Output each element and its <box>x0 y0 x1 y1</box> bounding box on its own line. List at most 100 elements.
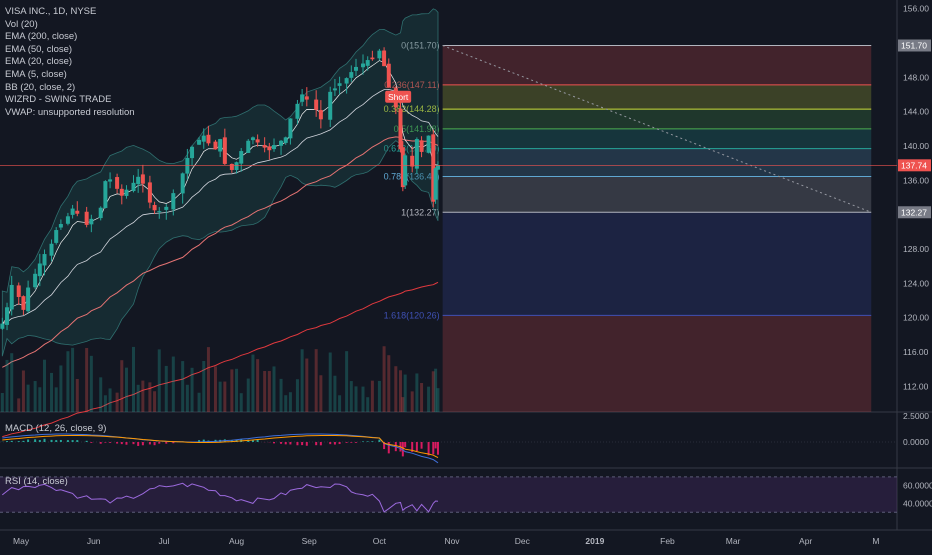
volume-bar <box>289 392 292 412</box>
candle-body <box>185 158 189 174</box>
macd-hist-bar <box>301 442 303 445</box>
candle-body <box>415 139 419 169</box>
candle-body <box>202 136 206 142</box>
candle-body <box>108 179 112 181</box>
volume-bar <box>247 379 250 412</box>
legend-ema200[interactable]: EMA (200, close) <box>5 31 135 44</box>
volume-bar <box>109 388 112 412</box>
fib-zone <box>443 85 872 109</box>
candle-body <box>235 162 239 170</box>
legend-ema20[interactable]: EMA (20, close) <box>5 56 135 69</box>
macd-hist-bar <box>116 442 118 444</box>
legend-vwap[interactable]: VWAP: unsupported resolution <box>5 107 135 120</box>
macd-hist-bar <box>165 442 167 444</box>
macd-hist-bar <box>55 440 57 442</box>
candle-body <box>382 50 386 66</box>
candle-body <box>420 140 424 152</box>
macd-hist-bar <box>289 442 291 444</box>
macd-hist-bar <box>172 442 174 443</box>
volume-bar <box>120 360 123 412</box>
macd-hist-bar <box>121 442 123 444</box>
volume-bar <box>319 375 322 412</box>
fib-zone <box>443 45 872 84</box>
macd-hist-bar <box>132 442 134 444</box>
candle-body <box>206 135 210 144</box>
candle-body <box>410 156 414 167</box>
macd-hist-bar <box>86 441 88 442</box>
volume-bar <box>415 373 418 412</box>
macd-hist-bar <box>320 442 322 445</box>
price-tick-label: 144.00 <box>903 107 929 117</box>
price-tick-label: 124.00 <box>903 278 929 288</box>
candle-body <box>349 72 353 78</box>
candle-body <box>131 183 135 191</box>
volume-bar <box>301 349 304 412</box>
macd-hist-bar <box>315 442 317 445</box>
macd-hist-bar <box>435 442 437 448</box>
candle-body <box>284 137 288 143</box>
volume-bar <box>148 382 151 412</box>
legend-ema50[interactable]: EMA (50, close) <box>5 44 135 57</box>
legend-bb[interactable]: BB (20, close, 2) <box>5 82 135 95</box>
volume-bar <box>436 388 439 412</box>
macd-hist-bar <box>104 442 106 443</box>
candle-body <box>403 155 407 185</box>
rsi-label[interactable]: RSI (14, close) <box>5 476 68 487</box>
volume-bar <box>284 395 287 412</box>
volume-bar <box>329 352 332 412</box>
volume-bar <box>104 395 107 412</box>
volume-bar <box>158 349 161 412</box>
macd-hist-bar <box>378 440 380 442</box>
time-tick-label: Nov <box>444 536 460 546</box>
candle-body <box>54 230 58 243</box>
volume-bar <box>50 373 53 412</box>
candle-body <box>197 140 201 145</box>
volume-bar <box>34 381 37 412</box>
candle-body <box>141 174 145 183</box>
candle-body <box>120 189 124 196</box>
price-tick-label: 116.00 <box>903 347 929 357</box>
macd-hist-bar <box>257 440 259 442</box>
legend-wizrd[interactable]: WIZRD - SWING TRADE <box>5 94 135 107</box>
macd-hist-bar <box>11 441 13 442</box>
macd-hist-bar <box>334 442 336 445</box>
candle-body <box>267 146 271 150</box>
macd-hist-bar <box>437 442 439 455</box>
time-tick-label: Sep <box>302 536 317 546</box>
volume-bar <box>214 366 217 412</box>
candle-body <box>333 88 337 90</box>
rsi-tick-label: 40.0000 <box>903 498 932 508</box>
volume-bar <box>219 382 222 412</box>
legend-volume[interactable]: Vol (20) <box>5 19 135 32</box>
macd-label[interactable]: MACD (12, 26, close, 9) <box>5 423 106 434</box>
candle-body <box>136 177 140 184</box>
candle-body <box>148 182 152 202</box>
macd-hist-bar <box>67 440 69 442</box>
volume-bar <box>55 387 58 412</box>
macd-hist-bar <box>306 442 308 446</box>
macd-hist-bar <box>273 442 275 443</box>
volume-bar <box>99 377 102 412</box>
legend-ema5[interactable]: EMA (5, close) <box>5 69 135 82</box>
macd-hist-bar <box>51 440 53 442</box>
macd-hist-bar <box>346 442 348 443</box>
macd-hist-bar <box>72 440 74 442</box>
volume-bar <box>10 353 13 412</box>
price-tick-label: 120.00 <box>903 313 929 323</box>
legend-symbol[interactable]: VISA INC., 1D, NYSE <box>5 6 135 19</box>
candle-body <box>288 118 292 138</box>
time-tick-label: May <box>13 536 30 546</box>
volume-bar <box>251 355 254 412</box>
volume-bar <box>186 385 189 412</box>
time-tick-label: 2019 <box>585 536 604 546</box>
volume-bar <box>268 371 271 412</box>
volume-bar <box>141 381 144 412</box>
volume-bar <box>76 379 79 412</box>
candle-body <box>427 136 431 153</box>
volume-bar <box>345 351 348 412</box>
candle-body <box>279 141 283 146</box>
macd-tick-label: 2.5000 <box>903 411 929 421</box>
price-tick-label: 156.00 <box>903 4 929 14</box>
macd-hist-bar <box>22 441 24 442</box>
